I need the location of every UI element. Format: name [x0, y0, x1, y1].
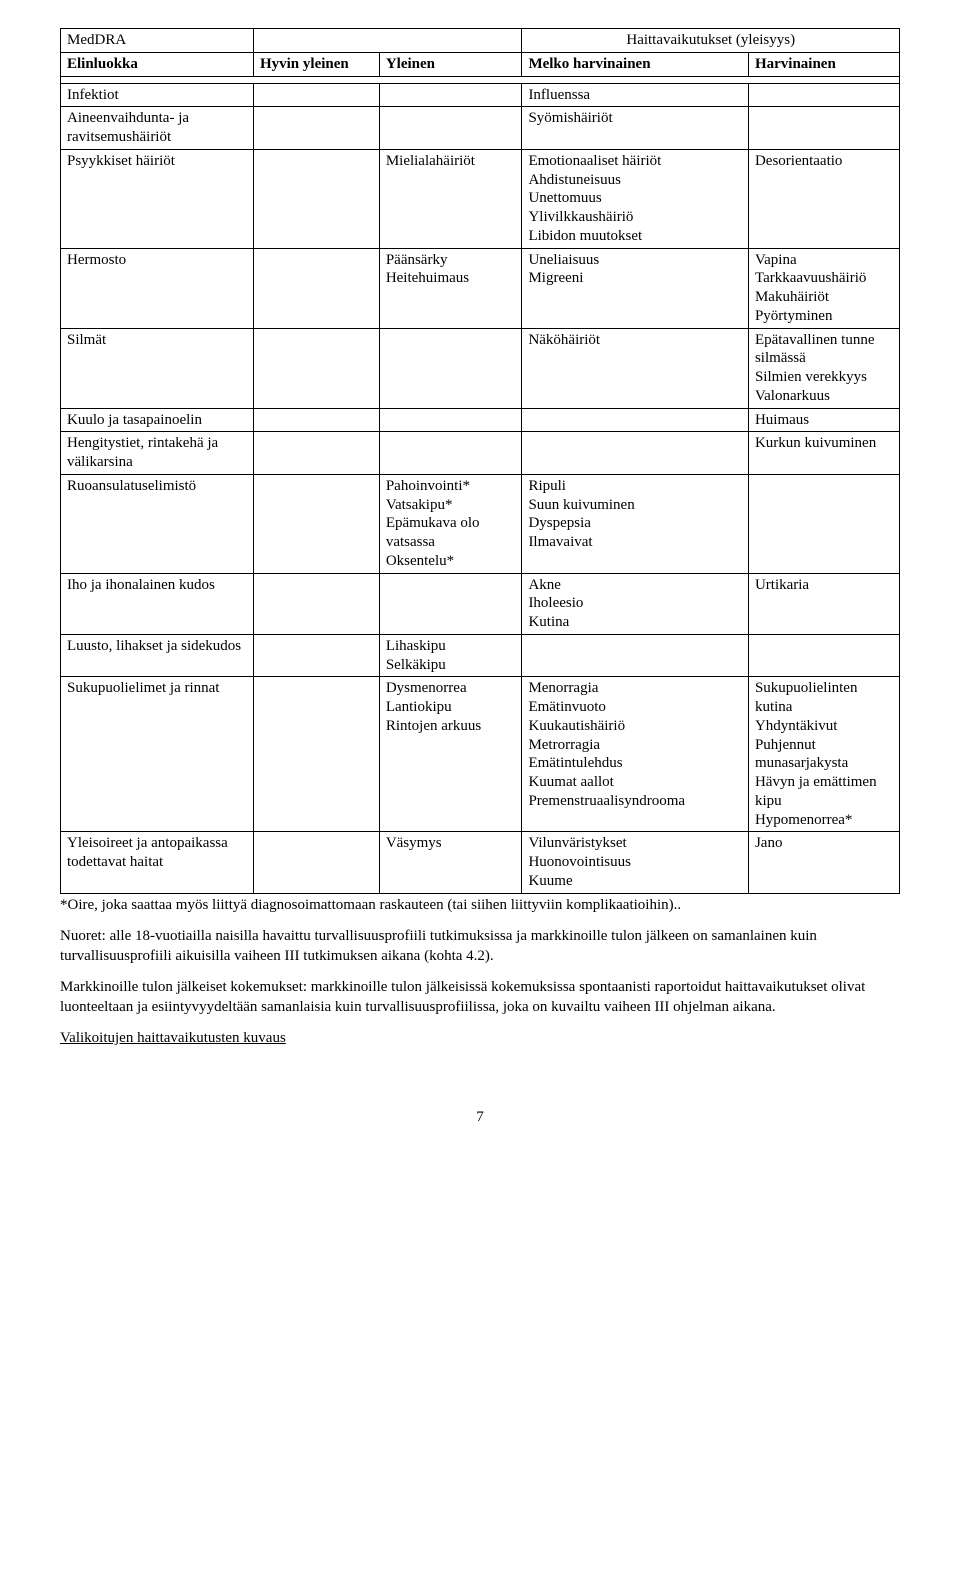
row-yleinen: DysmenorreaLantiokipuRintojen arkuus [379, 677, 522, 832]
table-row: Hengitystiet, rintakehä ja välikarsina K… [61, 432, 900, 475]
header-frequency-title: Haittavaikutukset (yleisyys) [522, 29, 900, 53]
table-row: Ruoansulatuselimistö Pahoinvointi*Vatsak… [61, 474, 900, 573]
row-hy [253, 149, 379, 248]
row-label: Yleisoireet ja antopaikassa todettavat h… [61, 832, 254, 893]
header-meddra: MedDRA [61, 29, 254, 53]
row-hy [253, 432, 379, 475]
row-yleinen [379, 408, 522, 432]
paragraph-nuoret: Nuoret: alle 18-vuotiailla naisilla hava… [60, 927, 900, 966]
header-melko-harvinainen: Melko harvinainen [522, 52, 749, 76]
row-mh: UneliaisuusMigreeni [522, 248, 749, 328]
table-row: Kuulo ja tasapainoelin Huimaus [61, 408, 900, 432]
header-hyvin-yleinen: Hyvin yleinen [253, 52, 379, 76]
row-hy [253, 832, 379, 893]
row-yleinen: PäänsärkyHeitehuimaus [379, 248, 522, 328]
row-harv [748, 83, 899, 107]
table-row: Iho ja ihonalainen kudos AkneIholeesioKu… [61, 573, 900, 634]
row-mh: MenorragiaEmätinvuotoKuukautishäiriöMetr… [522, 677, 749, 832]
row-hy [253, 408, 379, 432]
row-harv: VapinaTarkkaavuushäiriöMakuhäiriötPyörty… [748, 248, 899, 328]
header-elinluokka: Elinluokka [61, 52, 254, 76]
row-hy [253, 677, 379, 832]
row-mh: RipuliSuun kuivuminenDyspepsiaIlmavaivat [522, 474, 749, 573]
row-hy [253, 248, 379, 328]
table-header-row-2: Elinluokka Hyvin yleinen Yleinen Melko h… [61, 52, 900, 76]
table-row: Infektiot Influenssa [61, 83, 900, 107]
row-label: Aineenvaihdunta- ja ravitsemushäiriöt [61, 107, 254, 150]
row-label: Luusto, lihakset ja sidekudos [61, 634, 254, 677]
row-mh: Emotionaaliset häiriötAhdistuneisuusUnet… [522, 149, 749, 248]
row-harv: Jano [748, 832, 899, 893]
row-yleinen: Pahoinvointi*Vatsakipu*Epämukava olo vat… [379, 474, 522, 573]
row-harv: Sukupuolielinten kutinaYhdyntäkivutPuhje… [748, 677, 899, 832]
table-row: Hermosto PäänsärkyHeitehuimaus Uneliaisu… [61, 248, 900, 328]
table-header-row-1: MedDRA Haittavaikutukset (yleisyys) [61, 29, 900, 53]
row-mh [522, 634, 749, 677]
row-yleinen: Väsymys [379, 832, 522, 893]
row-yleinen: LihaskipuSelkäkipu [379, 634, 522, 677]
table-row: Sukupuolielimet ja rinnat DysmenorreaLan… [61, 677, 900, 832]
row-mh [522, 432, 749, 475]
row-mh: Influenssa [522, 83, 749, 107]
row-harv [748, 107, 899, 150]
row-harv: Huimaus [748, 408, 899, 432]
row-harv: Urtikaria [748, 573, 899, 634]
row-label: Iho ja ihonalainen kudos [61, 573, 254, 634]
adverse-effects-table: MedDRA Haittavaikutukset (yleisyys) Elin… [60, 28, 900, 894]
table-row: Psyykkiset häiriöt Mielialahäiriöt Emoti… [61, 149, 900, 248]
row-yleinen [379, 83, 522, 107]
row-hy [253, 474, 379, 573]
row-label: Kuulo ja tasapainoelin [61, 408, 254, 432]
row-label: Hengitystiet, rintakehä ja välikarsina [61, 432, 254, 475]
row-mh: Syömishäiriöt [522, 107, 749, 150]
row-label: Silmät [61, 328, 254, 408]
table-row: Silmät Näköhäiriöt Epätavallinen tunne s… [61, 328, 900, 408]
row-yleinen [379, 432, 522, 475]
row-mh: Näköhäiriöt [522, 328, 749, 408]
row-yleinen: Mielialahäiriöt [379, 149, 522, 248]
row-yleinen [379, 107, 522, 150]
table-row: Aineenvaihdunta- ja ravitsemushäiriöt Sy… [61, 107, 900, 150]
row-label: Hermosto [61, 248, 254, 328]
row-harv: Desorientaatio [748, 149, 899, 248]
row-harv [748, 634, 899, 677]
table-row: Yleisoireet ja antopaikassa todettavat h… [61, 832, 900, 893]
header-empty-left [253, 29, 521, 53]
row-hy [253, 107, 379, 150]
header-yleinen: Yleinen [379, 52, 522, 76]
row-harv: Kurkun kuivuminen [748, 432, 899, 475]
row-yleinen [379, 328, 522, 408]
row-label: Sukupuolielimet ja rinnat [61, 677, 254, 832]
paragraph-markkinoille: Markkinoille tulon jälkeiset kokemukset:… [60, 978, 900, 1017]
row-label: Ruoansulatuselimistö [61, 474, 254, 573]
subheading-valikoitujen: Valikoitujen haittavaikutusten kuvaus [60, 1029, 900, 1049]
row-mh [522, 408, 749, 432]
row-mh: AkneIholeesioKutina [522, 573, 749, 634]
document-page: MedDRA Haittavaikutukset (yleisyys) Elin… [0, 0, 960, 1166]
header-harvinainen: Harvinainen [748, 52, 899, 76]
spacer-cell [61, 76, 900, 83]
row-hy [253, 634, 379, 677]
spacer-row [61, 76, 900, 83]
page-number: 7 [60, 1109, 900, 1126]
row-hy [253, 83, 379, 107]
row-harv [748, 474, 899, 573]
table-row: Luusto, lihakset ja sidekudos LihaskipuS… [61, 634, 900, 677]
row-yleinen [379, 573, 522, 634]
footnote: *Oire, joka saattaa myös liittyä diagnos… [60, 896, 900, 916]
row-label: Psyykkiset häiriöt [61, 149, 254, 248]
row-harv: Epätavallinen tunne silmässäSilmien vere… [748, 328, 899, 408]
row-mh: VilunväristyksetHuonovointisuusKuume [522, 832, 749, 893]
row-hy [253, 328, 379, 408]
row-label: Infektiot [61, 83, 254, 107]
row-hy [253, 573, 379, 634]
